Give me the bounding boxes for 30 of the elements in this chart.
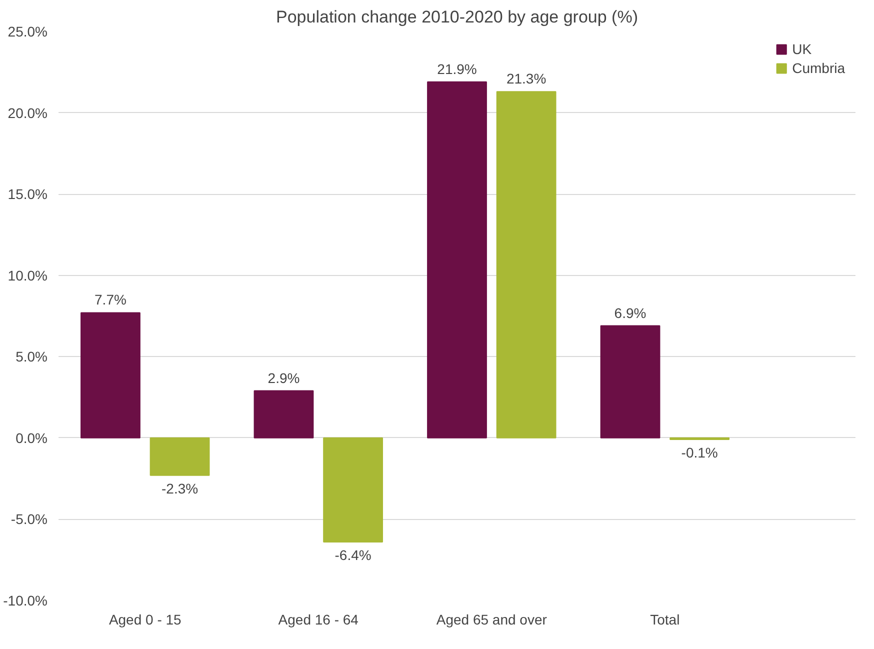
- y-tick-label: 5.0%: [16, 348, 48, 365]
- bar: [600, 325, 660, 438]
- y-tick-label: -10.0%: [3, 592, 48, 608]
- y-tick-label: 10.0%: [8, 267, 48, 284]
- bar: [496, 91, 556, 438]
- x-tick-label: Total: [650, 612, 680, 628]
- bar: [80, 312, 140, 438]
- data-label: 21.3%: [506, 70, 546, 87]
- x-tick-label: Aged 65 and over: [436, 612, 548, 628]
- data-label: -0.1%: [681, 444, 718, 461]
- legend-label: UK: [792, 41, 812, 57]
- x-tick-label: Aged 0 - 15: [108, 612, 182, 628]
- bar: [323, 437, 383, 542]
- bar: [254, 390, 314, 438]
- chart-title: Population change 2010-2020 by age group (%): [276, 8, 638, 26]
- data-label: 2.9%: [268, 370, 300, 386]
- data-label: 7.7%: [94, 292, 126, 308]
- y-tick-label: -5.0%: [10, 511, 48, 528]
- data-label: 6.9%: [614, 304, 646, 321]
- x-tick-label: Aged 16 - 64: [278, 612, 359, 628]
- y-tick-label: 0.0%: [16, 430, 48, 446]
- data-label: -2.3%: [161, 480, 198, 496]
- y-tick-label: 25.0%: [8, 24, 48, 40]
- y-tick-label: 15.0%: [8, 186, 48, 202]
- bar: [150, 437, 210, 476]
- bar: [427, 81, 487, 438]
- y-tick-label: 20.0%: [8, 104, 48, 121]
- data-label: 21.9%: [437, 60, 477, 77]
- data-label: -6.4%: [334, 546, 372, 563]
- legend-label: Cumbria: [792, 60, 845, 76]
